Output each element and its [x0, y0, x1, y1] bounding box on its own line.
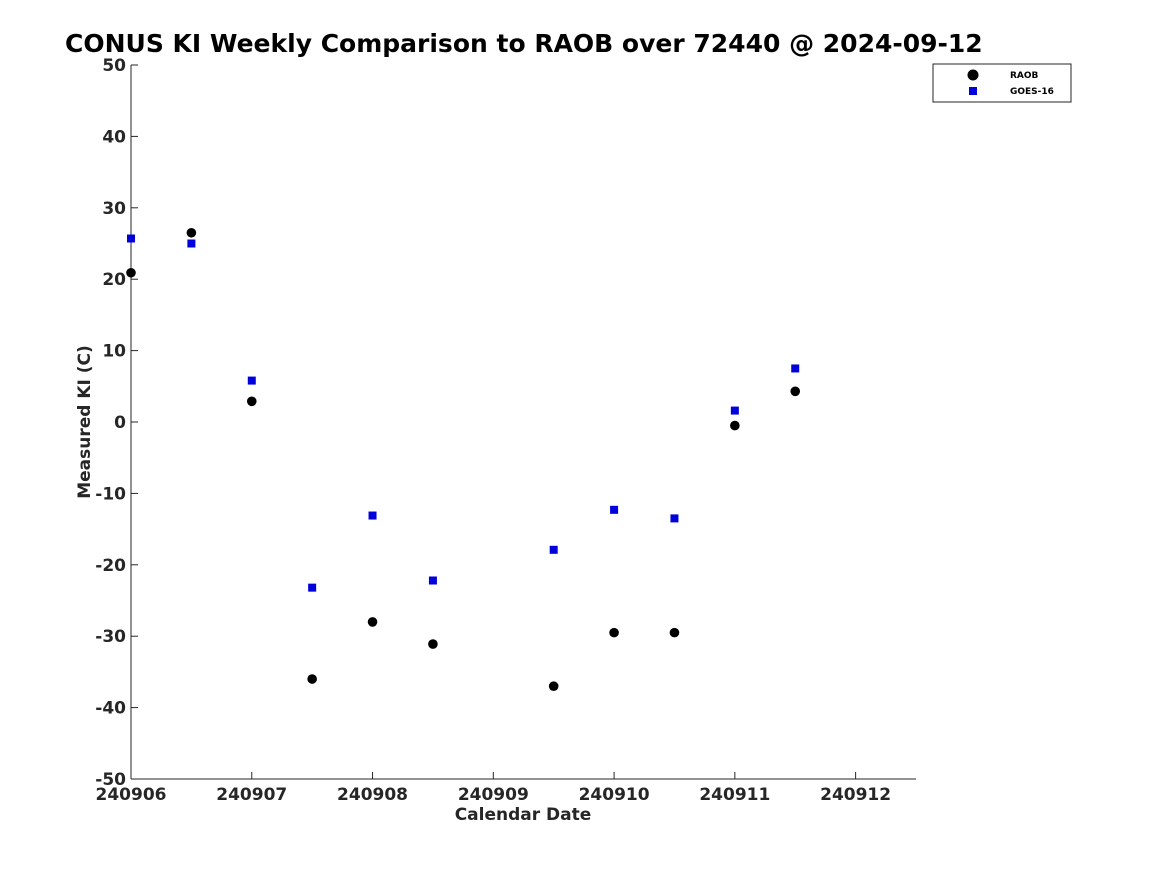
x-axis-label: Calendar Date [455, 805, 592, 825]
x-tick-label: 240906 [96, 785, 167, 805]
x-tick-label: 240911 [699, 785, 770, 805]
y-tick-label: -10 [95, 484, 126, 504]
y-tick-label: -50 [95, 770, 126, 790]
legend-label: GOES-16 [1010, 87, 1054, 97]
x-tick-label: 240910 [579, 785, 650, 805]
y-tick-label: 40 [102, 127, 126, 147]
y-tick-label: -20 [95, 556, 126, 576]
legend-label: RAOB [1010, 71, 1039, 81]
chart-title: CONUS KI Weekly Comparison to RAOB over … [65, 29, 983, 58]
goes-point [127, 234, 135, 243]
raob-point [428, 639, 438, 649]
y-tick-label: 30 [102, 199, 126, 219]
raob-point [186, 227, 197, 238]
goes-point [368, 511, 377, 520]
goes-point [308, 583, 317, 592]
raob-point [548, 681, 559, 691]
plot-axes: 240906 240907 240908 240909 240910 240911 2409… [95, 56, 916, 805]
y-tick-label: -30 [95, 627, 126, 647]
raob-point [669, 627, 680, 638]
legend: RAOB GOES-16 [932, 63, 1072, 103]
goes-point [670, 514, 679, 523]
y-tick-label: 10 [102, 342, 126, 362]
raob-point [609, 627, 619, 638]
goes-point [428, 576, 437, 585]
y-tick-label: 50 [102, 56, 126, 76]
x-ticks: 240906 240907 240908 240909 240910 240911 2409… [96, 772, 891, 805]
raob-point [790, 386, 801, 397]
goes-point [791, 364, 800, 373]
y-ticks: -50 -40 -30 -20 -10 0 10 20 30 40 50 [95, 56, 138, 790]
raob-point [307, 674, 317, 684]
goes-point [187, 239, 196, 248]
raob-point [730, 420, 740, 431]
y-tick-label: 20 [102, 270, 126, 290]
legend-marker-raob [967, 69, 979, 81]
y-axis-label: Measured KI (C) [75, 345, 95, 499]
goes-point [549, 545, 558, 554]
x-tick-label: 240909 [458, 785, 529, 805]
raob-point [367, 617, 378, 627]
x-tick-label: 240908 [337, 785, 408, 805]
data-points [126, 227, 801, 691]
raob-point [126, 267, 136, 278]
y-tick-label: -40 [95, 699, 126, 719]
goes-point [730, 406, 739, 415]
raob-point [246, 396, 257, 407]
x-tick-label: 240907 [216, 785, 287, 805]
goes-point [610, 505, 619, 514]
x-tick-label: 240912 [820, 785, 891, 805]
goes-point [247, 376, 256, 385]
legend-marker-goes [969, 87, 977, 95]
legend-box [932, 63, 1072, 103]
y-tick-label: 0 [114, 413, 126, 433]
